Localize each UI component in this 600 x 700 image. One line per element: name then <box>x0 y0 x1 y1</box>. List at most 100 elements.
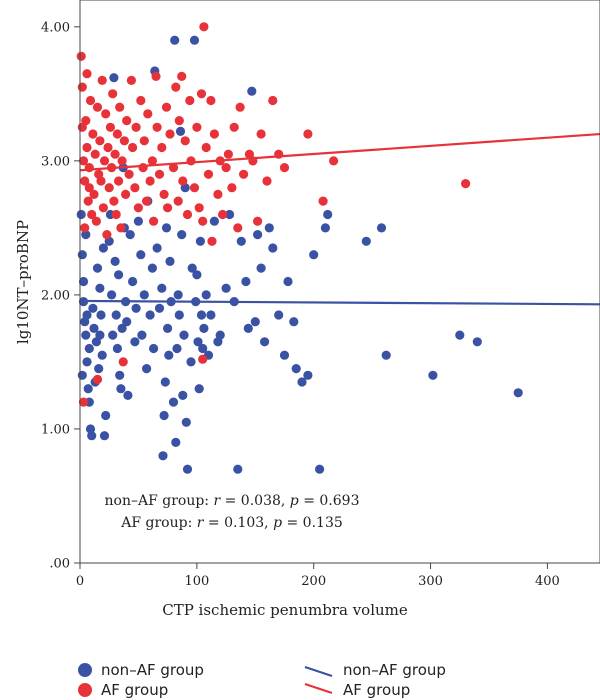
y-tick-label: 2.00 <box>41 288 70 303</box>
x-axis-title: CTP ischemic penumbra volume <box>162 601 408 619</box>
data-point-non-af <box>110 256 120 266</box>
data-point-af <box>227 183 237 193</box>
data-point-af <box>329 156 339 166</box>
data-point-af <box>77 122 87 132</box>
data-point-non-af <box>225 209 235 220</box>
data-point-non-af <box>147 263 157 273</box>
data-point-af <box>207 236 217 246</box>
data-point-af <box>213 189 223 199</box>
data-point-af <box>83 196 93 206</box>
data-point-non-af <box>194 384 204 394</box>
data-point-non-af <box>95 283 105 293</box>
data-point-af <box>268 95 278 106</box>
data-point-af <box>124 169 134 179</box>
data-point-af <box>185 95 195 106</box>
data-point-non-af <box>89 323 99 333</box>
data-point-af <box>171 82 181 92</box>
data-point-non-af <box>198 343 208 354</box>
data-point-af <box>130 183 140 193</box>
data-point-af <box>154 169 165 179</box>
data-point-af <box>173 196 183 206</box>
data-point-non-af <box>268 243 278 253</box>
data-point-non-af <box>92 263 103 273</box>
data-point-non-af <box>76 209 86 220</box>
data-point-non-af <box>189 35 200 45</box>
data-point-non-af <box>178 390 188 400</box>
data-point-af <box>206 95 216 106</box>
data-point-af <box>90 149 100 159</box>
data-point-non-af <box>109 73 119 83</box>
data-point-non-af <box>117 323 127 333</box>
data-point-non-af <box>123 390 133 400</box>
data-point-af <box>152 122 162 132</box>
data-point-non-af <box>513 388 523 398</box>
data-point-non-af <box>82 357 92 367</box>
data-point-af <box>89 189 99 199</box>
legend-line-af <box>304 682 333 695</box>
data-point-af <box>223 149 233 159</box>
data-point-non-af <box>97 350 107 360</box>
data-point-af <box>98 203 108 213</box>
data-point-af <box>88 129 98 139</box>
data-point-non-af <box>209 216 219 226</box>
data-point-non-af <box>160 377 170 387</box>
data-point-af <box>161 102 172 112</box>
data-point-af <box>159 189 169 199</box>
data-point-af <box>95 136 105 146</box>
data-point-non-af <box>82 310 92 320</box>
data-point-non-af <box>171 437 181 447</box>
trend-line-af <box>79 132 600 172</box>
data-point-non-af <box>283 276 293 287</box>
data-point-non-af <box>157 283 167 293</box>
data-points <box>76 22 523 474</box>
data-point-non-af <box>264 223 274 233</box>
data-point-non-af <box>165 256 175 266</box>
y-tick-label: 4.00 <box>41 20 70 35</box>
data-point-af <box>136 95 146 106</box>
data-point-non-af <box>215 330 225 340</box>
data-point-af <box>119 136 129 146</box>
axis-ticks: 0 100 200 300 400 .00 1.00 2.00 3.00 4.00 <box>41 20 560 589</box>
legend-line-label-non-af: non–AF group <box>343 661 446 679</box>
x-tick-label: 300 <box>418 574 443 589</box>
y-tick-label: 3.00 <box>41 154 70 169</box>
data-point-af <box>105 122 115 132</box>
data-point-non-af <box>108 330 118 340</box>
data-point-non-af <box>274 310 284 320</box>
x-tick-label: 0 <box>76 574 84 589</box>
data-point-af <box>143 109 153 119</box>
data-point-af <box>198 216 208 226</box>
data-point-af <box>114 176 124 186</box>
data-point-af <box>96 176 106 186</box>
data-point-af <box>111 209 121 220</box>
data-point-non-af <box>149 343 159 354</box>
data-point-af <box>147 156 157 166</box>
data-point-non-af <box>125 230 135 240</box>
data-point-non-af <box>173 290 183 300</box>
data-point-af <box>84 183 94 193</box>
data-point-non-af <box>145 310 155 320</box>
data-point-af <box>253 216 263 226</box>
data-point-af <box>174 116 184 126</box>
data-point-non-af <box>179 330 189 340</box>
data-point-non-af <box>297 377 307 387</box>
data-point-non-af <box>236 236 246 246</box>
data-point-non-af <box>83 384 93 394</box>
data-point-af <box>149 216 159 226</box>
legend-marker-label-af: AF group <box>101 681 168 699</box>
data-point-af <box>221 163 231 173</box>
data-point-af <box>318 196 328 206</box>
data-point-non-af <box>130 337 140 347</box>
data-point-af <box>92 102 103 112</box>
data-point-non-af <box>163 323 173 333</box>
data-point-non-af <box>250 317 260 327</box>
data-point-af <box>122 116 132 126</box>
data-point-af <box>138 163 148 173</box>
data-point-af <box>461 179 471 189</box>
data-point-af <box>192 122 202 132</box>
data-point-af <box>189 183 200 193</box>
data-point-non-af <box>164 350 174 360</box>
data-point-af <box>239 169 249 179</box>
data-point-af <box>109 196 119 206</box>
